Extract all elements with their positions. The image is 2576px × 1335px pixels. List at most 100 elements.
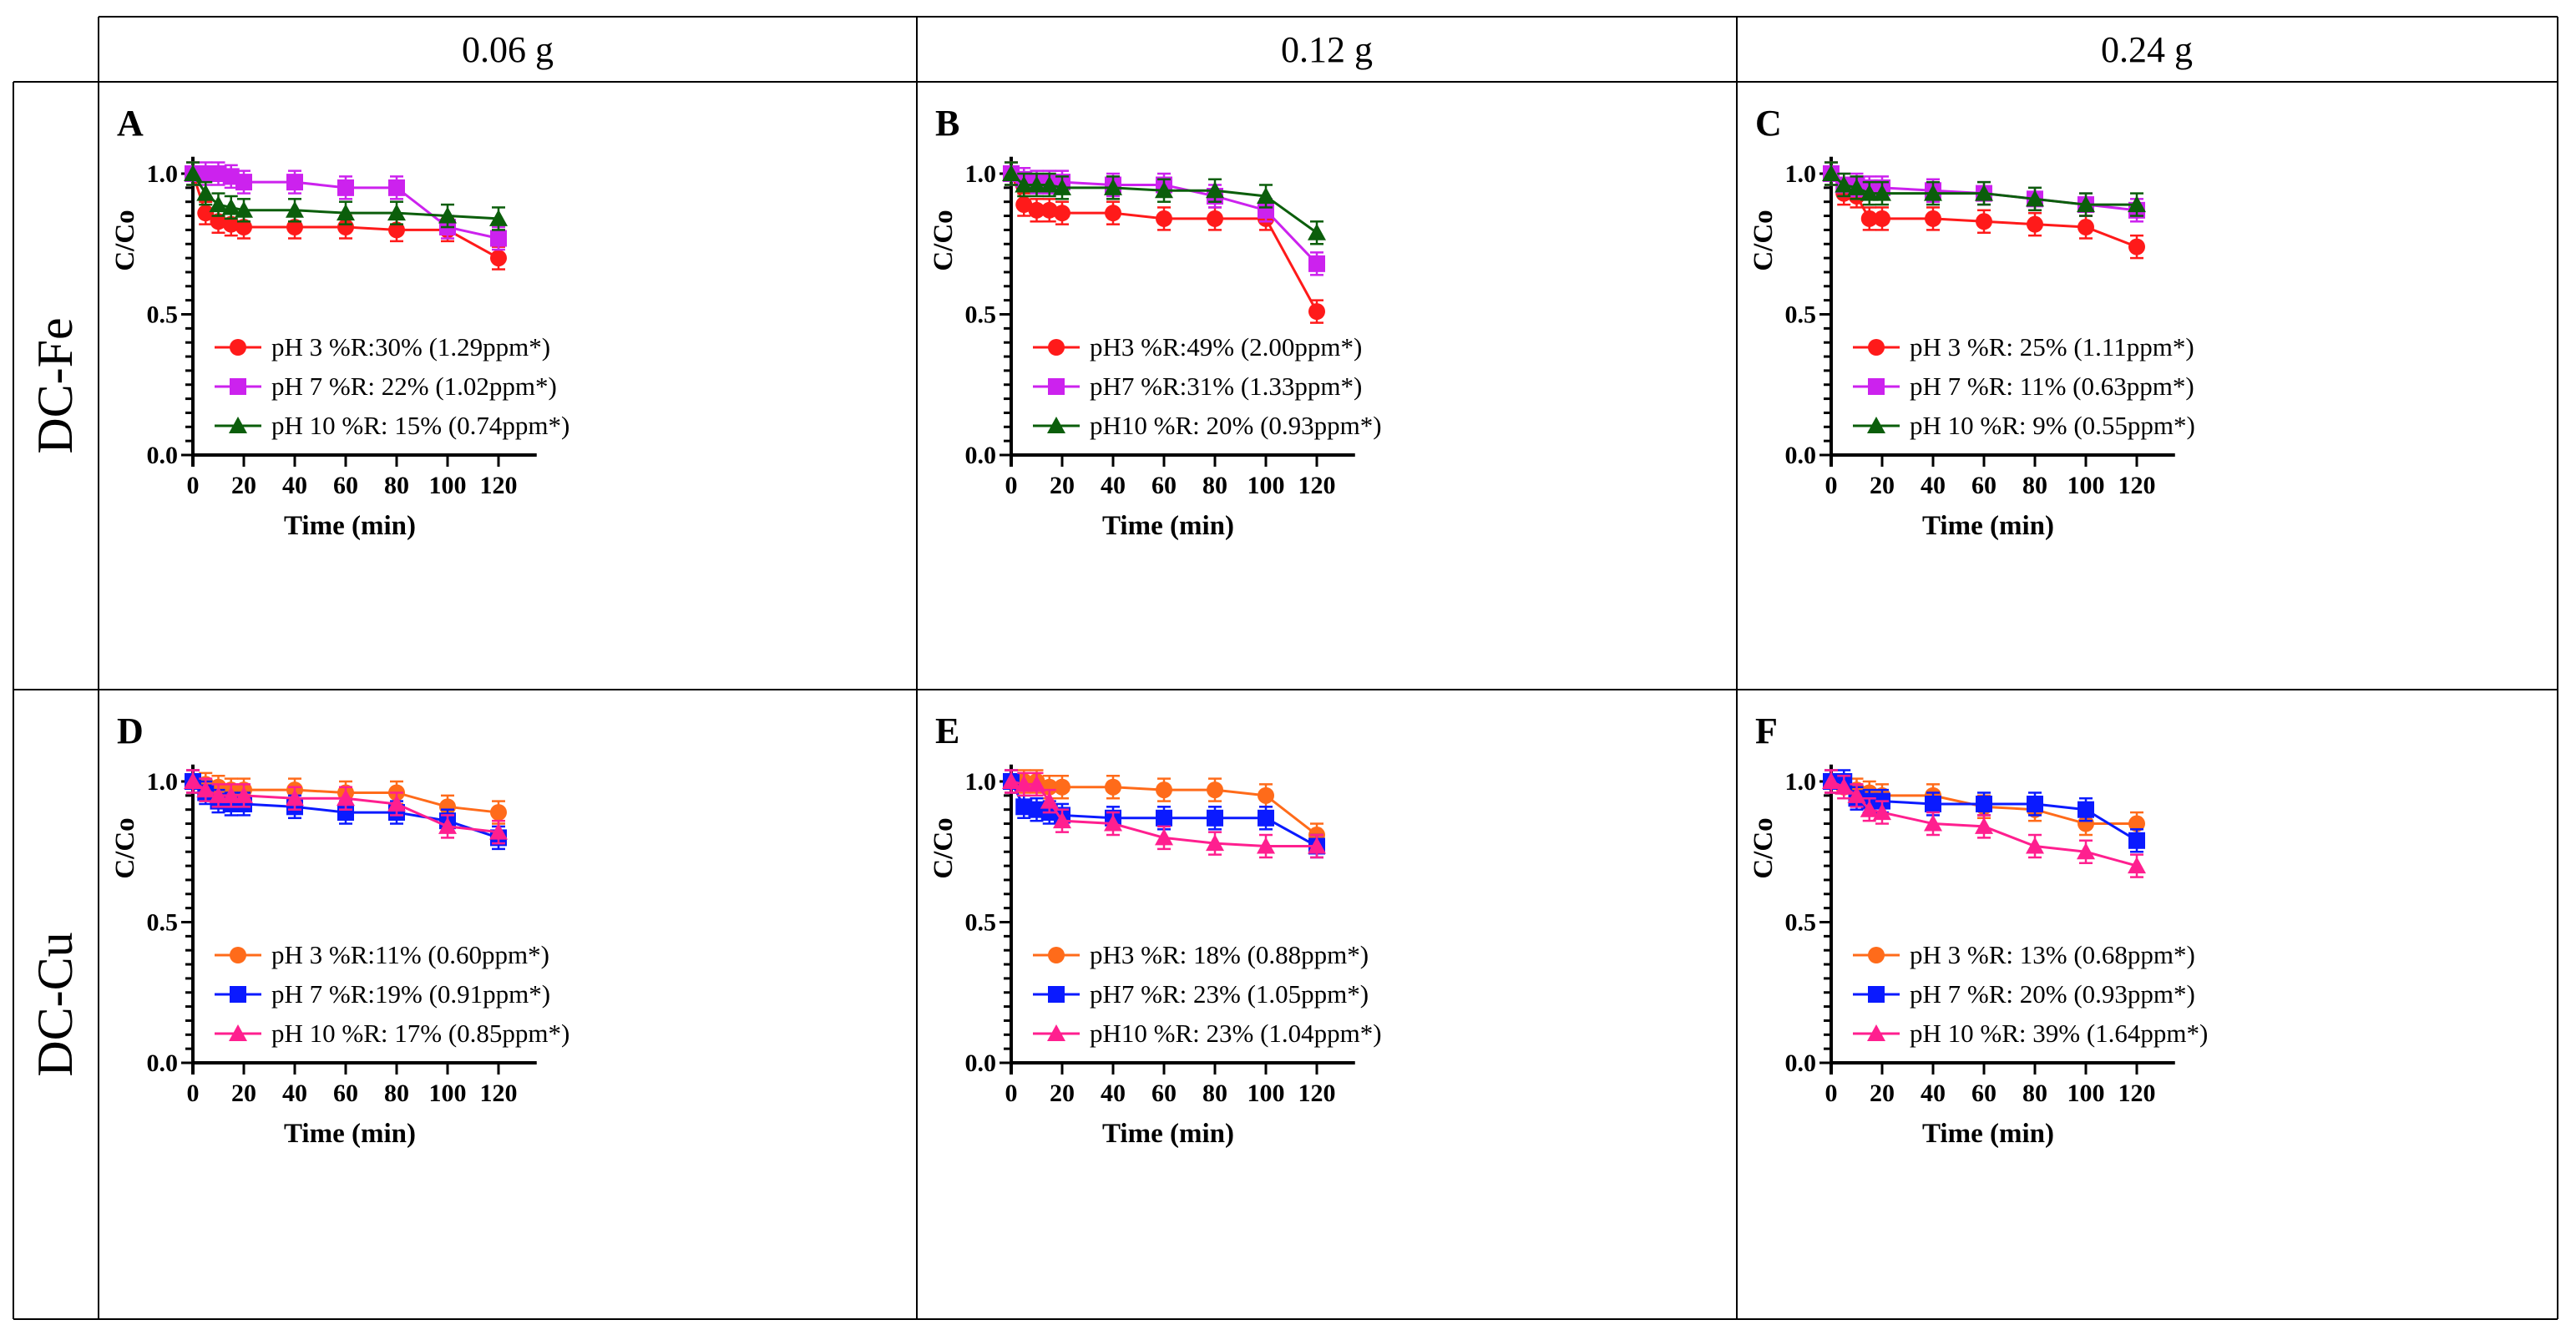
x-tick-label: 20: [231, 472, 256, 499]
data-point: [2026, 837, 2044, 854]
legend-label: pH 10 %R: 17% (0.85ppm*): [271, 1019, 569, 1048]
x-tick-label: 100: [1248, 472, 1285, 499]
data-point: [1873, 184, 1891, 201]
legend-entry: pH 10 %R: 17% (0.85ppm*): [215, 1019, 569, 1048]
legend-entry: pH 3 %R: 25% (1.11ppm*): [1853, 332, 2194, 362]
data-point: [1054, 205, 1070, 222]
y-tick-label: 0.0: [147, 442, 179, 469]
y-axis-title: C/Co: [929, 817, 959, 878]
x-axis-title: Time (min): [284, 1119, 416, 1149]
panel-b: B 0.0 0.5 1.0 0 20 40 60 80 100 120 Time (min) C/Co p…: [929, 103, 1382, 541]
legend-entry: pH 3 %R: 13% (0.68ppm*): [1853, 940, 2195, 969]
y-tick-label: 1.0: [147, 160, 179, 188]
y-tick-label: 0.0: [965, 1049, 997, 1077]
series-line: [1830, 172, 2137, 206]
data-point: [1258, 786, 1274, 804]
panel-f: F 0.0 0.5 1.0 0 20 40 60 80 100 120 Time (min) C/Co p…: [1749, 710, 2208, 1149]
data-point: [222, 168, 240, 185]
x-tick-label: 120: [2118, 472, 2156, 499]
legend-entry: pH 10 %R: 9% (0.55ppm*): [1853, 411, 2195, 440]
legend-entry: pH 7 %R: 20% (0.93ppm*): [1853, 979, 2195, 1009]
x-tick-label: 0: [187, 1080, 200, 1107]
data-point: [1207, 210, 1223, 227]
data-point: [1822, 772, 1840, 789]
data-point: [210, 165, 227, 182]
legend-marker: [230, 947, 246, 963]
x-tick-label: 100: [2067, 472, 2105, 499]
y-axis-title: C/Co: [1749, 817, 1779, 878]
data-point: [1040, 175, 1059, 193]
data-point: [1206, 834, 1224, 852]
data-point: [1924, 184, 1942, 201]
y-axis-title: C/Co: [1749, 210, 1779, 271]
legend-label: pH7 %R: 23% (1.05ppm*): [1090, 979, 1369, 1009]
series-3: [1822, 769, 2146, 878]
data-point: [286, 174, 303, 191]
data-point: [1822, 164, 1840, 181]
x-tick-label: 120: [480, 1080, 518, 1107]
series-3: [1822, 161, 2146, 217]
y-tick-label: 0.5: [965, 909, 997, 937]
data-point: [1053, 178, 1071, 195]
column-header: 0.06 g: [462, 29, 554, 70]
data-point: [1155, 181, 1173, 199]
data-point: [1257, 837, 1275, 854]
x-tick-label: 40: [282, 472, 307, 499]
y-axis-title: C/Co: [110, 210, 140, 271]
data-point: [196, 184, 215, 201]
legend-label: pH 3 %R:30% (1.29ppm*): [271, 332, 550, 362]
y-tick-label: 0.5: [1785, 909, 1817, 937]
data-point: [221, 198, 240, 215]
legend-marker: [1048, 378, 1065, 395]
legend-label: pH 10 %R: 15% (0.74ppm*): [271, 411, 569, 440]
x-tick-label: 0: [1825, 1080, 1838, 1107]
data-point: [1308, 837, 1326, 854]
data-point: [1835, 777, 1854, 795]
y-tick-label: 0.0: [1785, 442, 1817, 469]
legend-label: pH 10 %R: 39% (1.64ppm*): [1910, 1019, 2208, 1048]
y-tick-label: 0.0: [147, 1049, 179, 1077]
legend-entry: pH 7 %R:19% (0.91ppm*): [215, 979, 550, 1009]
x-tick-label: 100: [429, 472, 467, 499]
series-3: [1002, 769, 1326, 859]
data-point: [337, 804, 354, 822]
panel-d: D 0.0 0.5 1.0 0 20 40 60 80 100 120 Time (min) C/Co p…: [110, 710, 569, 1149]
x-axis-title: Time (min): [1922, 1119, 2054, 1149]
data-point: [1835, 175, 1854, 193]
data-point: [2026, 190, 2044, 207]
panel-grid: [13, 16, 2558, 1320]
legend-marker: [229, 417, 247, 433]
x-tick-label: 0: [1005, 472, 1018, 499]
legend-label: pH 3 %R: 13% (0.68ppm*): [1910, 940, 2195, 969]
x-tick-label: 60: [1971, 472, 1997, 499]
x-tick-label: 0: [1825, 472, 1838, 499]
data-point: [1257, 186, 1275, 204]
data-point: [1847, 178, 1866, 195]
legend-entry: pH 10 %R: 39% (1.64ppm*): [1853, 1019, 2208, 1048]
data-point: [2128, 857, 2146, 874]
data-point: [337, 204, 355, 221]
x-tick-label: 40: [1921, 472, 1946, 499]
legend-entry: pH3 %R:49% (2.00ppm*): [1033, 332, 1362, 362]
legend-entry: pH10 %R: 20% (0.93ppm*): [1033, 411, 1382, 440]
column-header: 0.12 g: [1281, 29, 1373, 70]
data-point: [235, 786, 253, 803]
y-tick-label: 0.0: [965, 442, 997, 469]
data-point: [490, 804, 507, 822]
x-axis-title: Time (min): [1922, 511, 2054, 541]
legend-label: pH10 %R: 20% (0.93ppm*): [1090, 411, 1382, 440]
data-point: [235, 200, 253, 218]
data-point: [286, 789, 304, 807]
data-point: [387, 204, 406, 221]
data-point: [184, 772, 202, 789]
data-point: [1206, 181, 1224, 199]
x-tick-label: 120: [2118, 1080, 2156, 1107]
y-axis-title: C/Co: [110, 817, 140, 878]
legend-label: pH3 %R: 18% (0.88ppm*): [1090, 940, 1369, 969]
data-point: [2027, 215, 2043, 233]
x-tick-label: 100: [2067, 1080, 2105, 1107]
x-tick-label: 60: [333, 472, 358, 499]
series-line: [1010, 780, 1317, 848]
x-tick-label: 20: [231, 1080, 256, 1107]
x-tick-label: 80: [384, 1080, 409, 1107]
